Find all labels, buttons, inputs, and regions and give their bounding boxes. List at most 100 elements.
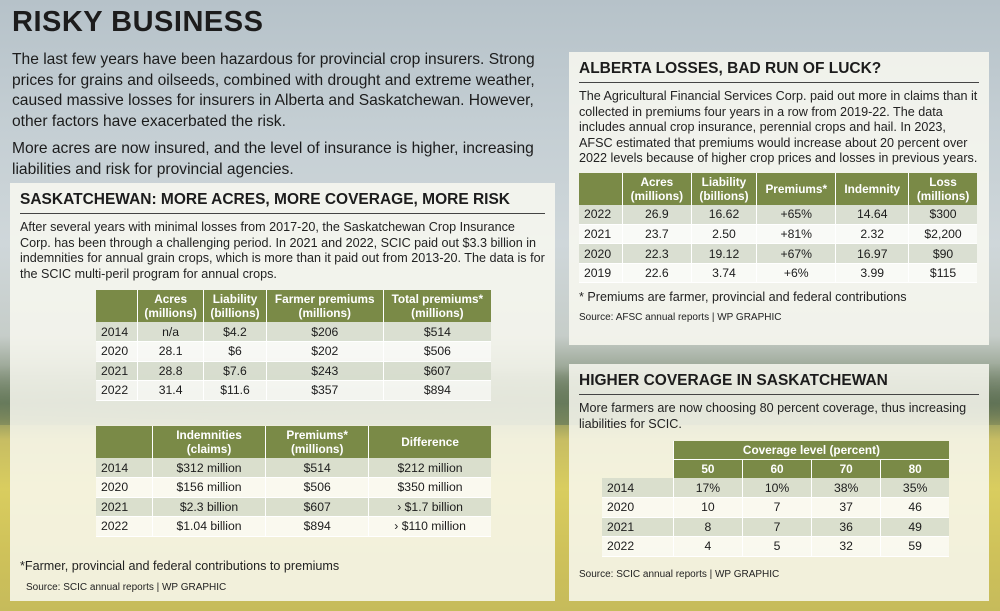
sask-indemnities-value-cell: › $110 million [368, 516, 491, 537]
alberta-value-cell: 3.99 [835, 263, 910, 284]
sask-indemnities-value-cell: › $1.7 billion [368, 497, 491, 517]
sask-indemnities-header-cell: Premiums* (millions) [265, 426, 370, 458]
coverage-value-cell: 35% [880, 478, 949, 499]
coverage-value-cell: 10 [673, 497, 744, 518]
alberta-heading: ALBERTA LOSSES, BAD RUN OF LUCK? [579, 60, 979, 83]
intro-paragraph-1: The last few years have been hazardous f… [12, 51, 535, 130]
saskatchewan-footnote: *Farmer, provincial and federal contribu… [20, 559, 340, 573]
sask-premiums-value-cell: $202 [266, 341, 384, 362]
coverage-value-cell: 38% [811, 478, 882, 499]
alberta-panel: ALBERTA LOSSES, BAD RUN OF LUCK? The Agr… [569, 52, 989, 345]
sask-indemnities-value-cell: $1.04 billion [152, 516, 267, 537]
saskatchewan-description: After several years with minimal losses … [20, 220, 545, 281]
alberta-value-cell: 2.32 [835, 224, 910, 245]
coverage-level-table: Coverage level (percent) 50 60 70 80 2014 17… [602, 441, 949, 557]
alberta-value-cell: $115 [908, 263, 977, 284]
alberta-value-cell: 2.50 [691, 224, 758, 245]
sask-premiums-row: 2022 31.4 $11.6 $357 $894 [96, 380, 491, 401]
page-title: RISKY BUSINESS [12, 6, 264, 38]
sask-premiums-value-cell: $206 [266, 322, 384, 342]
sask-premiums-row: 2021 28.8 $7.6 $243 $607 [96, 361, 491, 381]
sask-indemnities-row: 2021 $2.3 billion $607 › $1.7 billion [96, 497, 491, 517]
coverage-value-cell: 5 [742, 536, 813, 557]
sask-premiums-header-cell: Acres (millions) [137, 290, 205, 322]
saskatchewan-panel: SASKATCHEWAN: MORE ACRES, MORE COVERAGE,… [10, 183, 555, 601]
coverage-description: More farmers are now choosing 80 percent… [579, 401, 967, 431]
alberta-value-cell: 19.12 [691, 243, 758, 264]
coverage-value-cell: 17% [673, 478, 744, 499]
coverage-year-cell: 2022 [602, 536, 674, 557]
alberta-description: The Agricultural Financial Services Corp… [579, 89, 978, 166]
intro-paragraph-2: More acres are now insured, and the leve… [12, 140, 534, 178]
alberta-value-cell: $2,200 [908, 224, 977, 245]
sask-indemnities-value-cell: $506 [265, 477, 370, 498]
sask-premiums-header-cell: Liability (billions) [203, 290, 267, 322]
alberta-header-cell: Acres (millions) [622, 172, 692, 205]
sask-indemnities-value-cell: $514 [265, 458, 370, 478]
alberta-losses-table: Acres (millions) Liability (billions) Premiu… [579, 172, 977, 284]
alberta-value-cell: 22.6 [622, 263, 692, 284]
sask-indemnities-year-cell: 2021 [96, 497, 153, 517]
alberta-header-cell: Indemnity [835, 172, 910, 205]
sask-premiums-value-cell: 28.8 [137, 361, 205, 381]
sask-premiums-year-cell: 2021 [96, 361, 139, 381]
coverage-value-cell: 49 [880, 517, 949, 538]
sask-premiums-value-cell: $243 [266, 361, 384, 381]
sask-premiums-year-cell: 2022 [96, 380, 139, 401]
alberta-value-cell: 16.62 [691, 204, 758, 225]
sask-premiums-value-cell: 28.1 [137, 341, 205, 362]
sask-indemnities-year-cell: 2022 [96, 516, 153, 537]
sask-indemnities-value-cell: $607 [265, 497, 370, 517]
saskatchewan-indemnities-table: Indemnities (claims) Premiums* (millions) Di… [96, 426, 491, 537]
coverage-value-cell: 4 [673, 536, 744, 557]
alberta-row: 2020 22.3 19.12 +67% 16.97 $90 [579, 243, 977, 264]
sask-indemnities-value-cell: $2.3 billion [152, 497, 267, 517]
alberta-value-cell: 23.7 [622, 224, 692, 245]
coverage-value-cell: 10% [742, 478, 813, 499]
sask-premiums-row: 2014 n/a $4.2 $206 $514 [96, 322, 491, 342]
alberta-value-cell: +6% [756, 263, 837, 284]
coverage-header-cell: 80 [880, 459, 949, 479]
coverage-value-cell: 36 [811, 517, 882, 538]
intro-text: The last few years have been hazardous f… [12, 50, 562, 187]
coverage-year-cell: 2021 [602, 517, 674, 538]
coverage-header-cell: 50 [673, 459, 744, 479]
alberta-year-cell: 2019 [579, 263, 623, 284]
alberta-year-cell: 2021 [579, 224, 623, 245]
coverage-year-cell: 2020 [602, 497, 674, 518]
alberta-row: 2022 26.9 16.62 +65% 14.64 $300 [579, 204, 977, 225]
coverage-value-cell: 37 [811, 497, 882, 518]
saskatchewan-heading: SASKATCHEWAN: MORE ACRES, MORE COVERAGE,… [20, 191, 545, 214]
sask-premiums-value-cell: $506 [383, 341, 491, 362]
sask-premiums-header-cell: Farmer premiums (millions) [266, 290, 384, 322]
saskatchewan-premiums-table: Acres (millions) Liability (billions) Farmer… [96, 290, 491, 401]
saskatchewan-source: Source: SCIC annual reports | WP GRAPHIC [26, 582, 227, 593]
coverage-value-cell: 8 [673, 517, 744, 538]
alberta-value-cell: 26.9 [622, 204, 692, 225]
coverage-value-cell: 59 [880, 536, 949, 557]
sask-indemnities-value-cell: $212 million [368, 458, 491, 478]
sask-indemnities-value-cell: $350 million [368, 477, 491, 498]
sask-premiums-value-cell: n/a [137, 322, 205, 342]
coverage-row: 2021 8 7 36 49 [602, 517, 949, 538]
alberta-footnote: * Premiums are farmer, provincial and fe… [579, 290, 907, 305]
coverage-row: 2022 4 5 32 59 [602, 536, 949, 557]
alberta-year-cell: 2022 [579, 204, 623, 225]
sask-indemnities-year-cell: 2020 [96, 477, 153, 498]
alberta-value-cell: 14.64 [835, 204, 910, 225]
alberta-value-cell: 22.3 [622, 243, 692, 264]
coverage-source: Source: SCIC annual reports | WP GRAPHIC [579, 568, 780, 580]
sask-premiums-value-cell: $6 [203, 341, 267, 362]
coverage-corner-cell [602, 441, 674, 460]
sask-indemnities-value-cell: $156 million [152, 477, 267, 498]
sask-premiums-value-cell: $7.6 [203, 361, 267, 381]
sask-premiums-year-cell: 2020 [96, 341, 139, 362]
sask-premiums-value-cell: $11.6 [203, 380, 267, 401]
alberta-header-cell: Liability (billions) [691, 172, 758, 205]
alberta-header-cell [579, 172, 623, 205]
alberta-header-cell: Premiums* [756, 172, 837, 205]
alberta-value-cell: +65% [756, 204, 837, 225]
sask-indemnities-header-cell: Indemnities (claims) [152, 426, 267, 458]
sask-premiums-header-cell [96, 290, 139, 322]
sask-premiums-row: 2020 28.1 $6 $202 $506 [96, 341, 491, 362]
